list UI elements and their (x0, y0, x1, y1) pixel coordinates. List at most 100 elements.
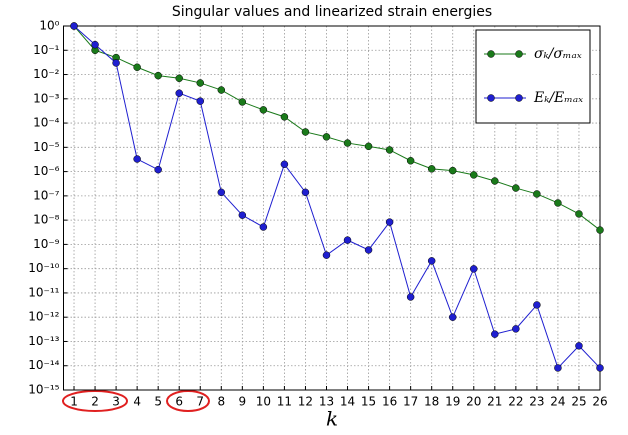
chart-title: Singular values and linearized strain en… (172, 4, 492, 20)
y-tick-label: 10⁻⁵ (33, 140, 60, 154)
x-tick-label: 11 (277, 395, 292, 409)
x-tick-label: 3 (112, 395, 120, 409)
point (554, 364, 562, 372)
point (238, 98, 247, 106)
y-tick-label: 10⁻¹² (28, 310, 59, 324)
point (596, 364, 604, 372)
x-tick-label: 8 (217, 395, 225, 409)
point (322, 133, 331, 141)
x-tick-label: 6 (175, 395, 183, 409)
legend-marker (515, 94, 523, 102)
x-tick-label: 16 (382, 395, 397, 409)
point (259, 223, 268, 231)
point (175, 74, 183, 83)
highlight (166, 390, 210, 412)
point (196, 97, 205, 105)
y-tick-label: 10⁻⁶ (33, 164, 60, 178)
point (385, 218, 394, 226)
point (406, 293, 415, 301)
point (217, 188, 226, 197)
x-tick-label: 26 (592, 395, 607, 409)
x-tick-label: 7 (196, 395, 204, 409)
point (364, 246, 373, 254)
point (238, 211, 247, 219)
y-tick-label: 10⁻⁴ (33, 116, 60, 130)
point (554, 199, 562, 207)
point (491, 330, 499, 338)
point (364, 142, 373, 151)
x-tick-label: 25 (571, 395, 586, 409)
legend-box (475, 29, 591, 124)
point (533, 301, 541, 309)
highlight (62, 390, 128, 412)
legend-label: Eₖ/Eₘₐₓ (533, 90, 583, 106)
point (575, 342, 583, 350)
x-tick-label: 20 (466, 395, 481, 409)
y-tick-label: 10⁻¹³ (28, 334, 59, 348)
x-tick-label: 24 (550, 395, 565, 409)
point (70, 22, 78, 30)
point (512, 325, 520, 333)
point (427, 165, 436, 173)
x-tick-label: 21 (487, 395, 502, 409)
x-tick-label: 13 (319, 395, 334, 409)
point (154, 71, 162, 80)
y-tick-label: 10⁻¹⁰ (28, 261, 59, 275)
point (301, 128, 310, 136)
point (448, 313, 457, 321)
point (406, 156, 415, 165)
y-tick-label: 10⁻¹⁵ (28, 383, 59, 397)
point (596, 226, 604, 234)
y-tick-label: 10⁻¹ (33, 43, 60, 57)
x-tick-label: 1 (70, 395, 78, 409)
x-tick-label: 4 (133, 395, 141, 409)
point (133, 155, 141, 163)
x-tick-label: 22 (508, 395, 523, 409)
point (512, 184, 520, 192)
x-tick-label: 23 (529, 395, 544, 409)
y-tick-label: 10⁻⁸ (33, 213, 60, 227)
y-tick-label: 10⁻¹¹ (28, 285, 59, 299)
x-tick-label: 12 (298, 395, 313, 409)
point (491, 177, 499, 185)
point (301, 188, 310, 197)
x-tick-label: 19 (445, 395, 460, 409)
point (427, 257, 436, 265)
y-tick-label: 10⁻³ (33, 91, 60, 105)
x-tick-label: 2 (91, 395, 99, 409)
legend-label: σₖ/σₘₐₓ (534, 46, 582, 62)
point (533, 190, 541, 198)
point (575, 210, 583, 218)
y-tick-label: 10⁻⁷ (33, 188, 60, 202)
x-tick-label: 5 (154, 395, 162, 409)
x-tick-label: 15 (361, 395, 376, 409)
x-tick-label: 17 (403, 395, 418, 409)
point (259, 106, 268, 114)
point (133, 63, 141, 71)
point (343, 236, 352, 244)
point (196, 79, 205, 87)
x-tick-label: 14 (340, 395, 355, 409)
y-tick-label: 10⁻⁹ (33, 237, 60, 251)
point (448, 166, 457, 175)
x-tick-label: 9 (239, 395, 247, 409)
point (91, 40, 99, 49)
x-tick-label: 18 (424, 395, 439, 409)
legend-marker (487, 50, 495, 58)
x-axis-label: k (326, 407, 338, 431)
y-tick-label: 10⁰ (39, 19, 59, 33)
x-tick-label: 10 (256, 395, 271, 409)
point (112, 59, 120, 67)
point (470, 265, 478, 273)
point (217, 86, 226, 94)
point (385, 146, 394, 154)
point (470, 171, 478, 179)
legend-marker (515, 50, 523, 58)
point (280, 113, 289, 121)
point (154, 165, 162, 174)
point (175, 89, 183, 97)
y-tick-label: 10⁻¹⁴ (28, 358, 59, 372)
point (343, 139, 352, 147)
legend-marker (487, 94, 495, 102)
